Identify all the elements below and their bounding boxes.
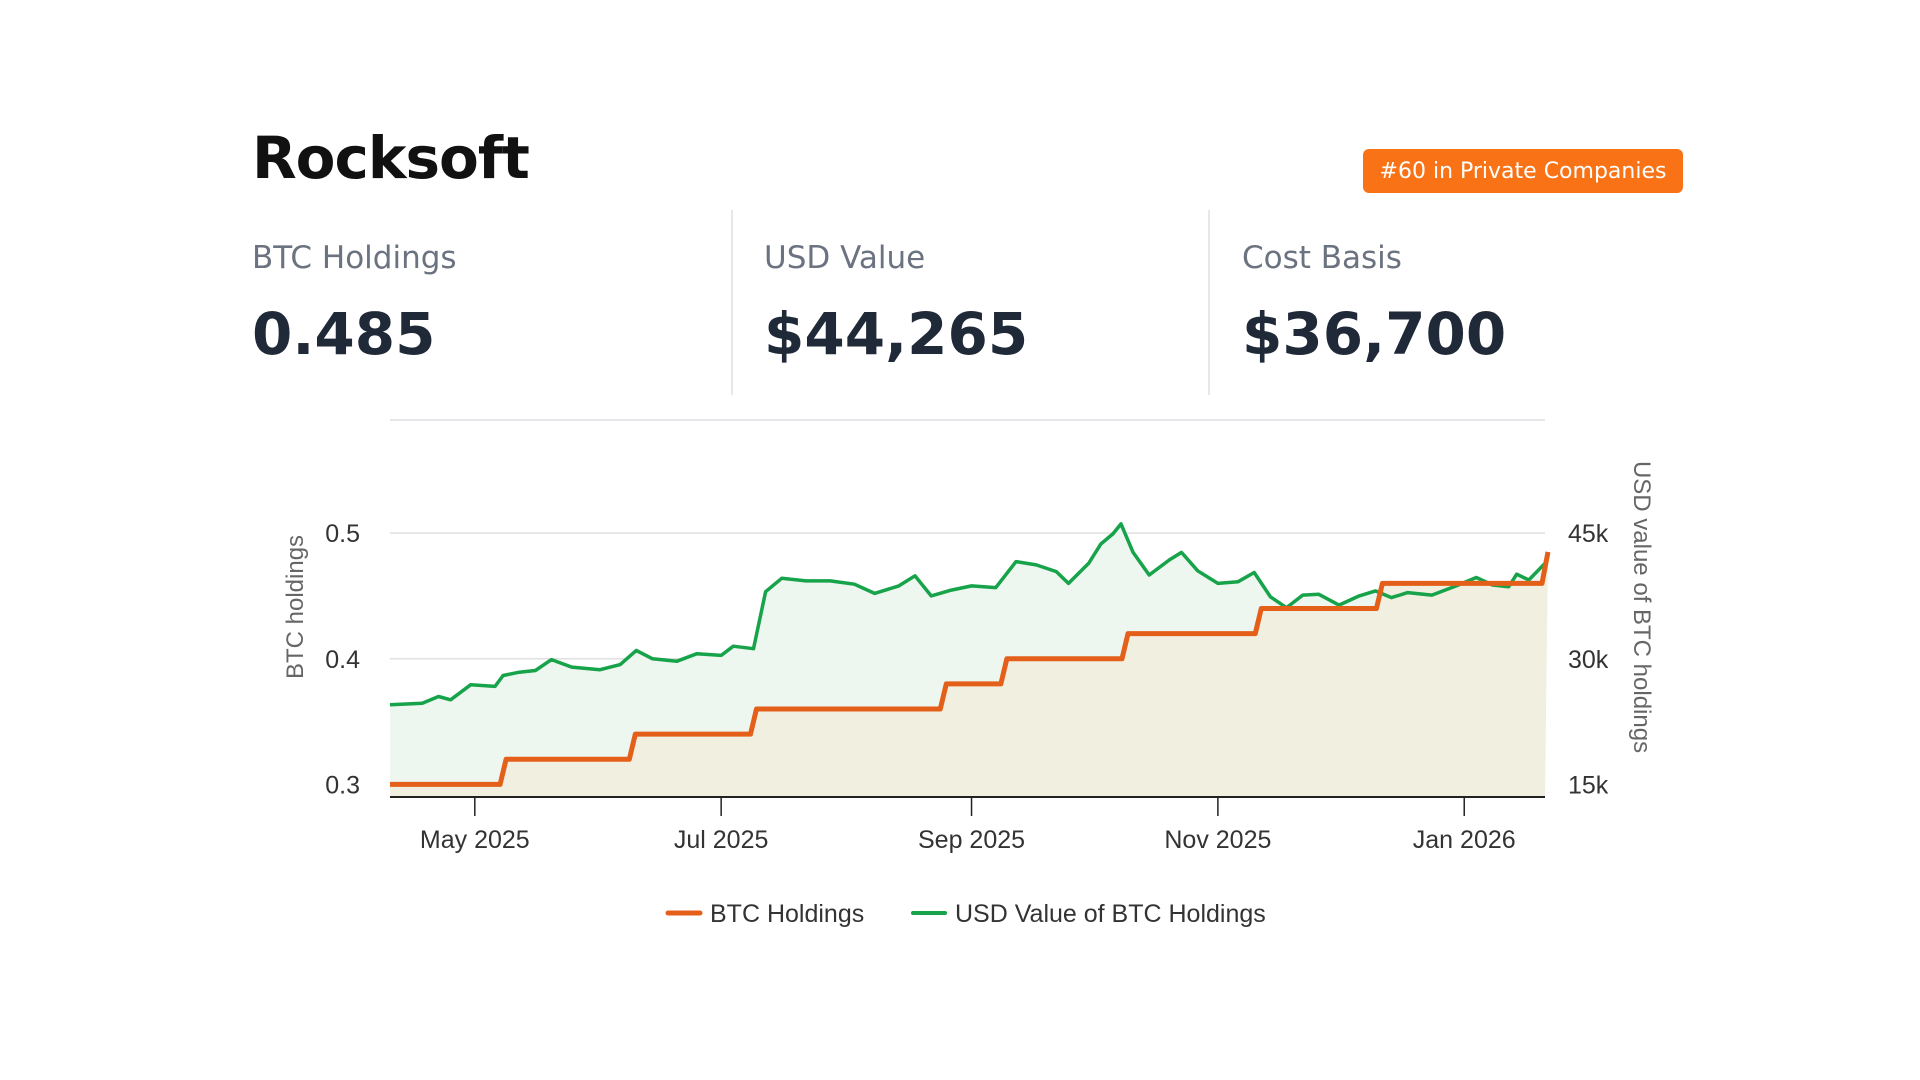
x-tick-label: Nov 2025 xyxy=(1164,826,1271,854)
x-tick-label: Sep 2025 xyxy=(918,826,1025,854)
y-axis-left-title: BTC holdings xyxy=(282,535,309,679)
y-right-tick-label: 15k xyxy=(1568,771,1609,799)
rank-badge[interactable]: #60 in Private Companies xyxy=(1363,149,1683,193)
stat-divider xyxy=(731,210,733,395)
y-left-tick-label: 0.3 xyxy=(325,771,360,799)
x-axis: May 2025 Jul 2025 Sep 2025 Nov 2025 Jan 2026 xyxy=(420,797,1516,854)
stat-label: BTC Holdings xyxy=(252,240,457,276)
y-left-tick-label: 0.5 xyxy=(325,520,360,548)
page-title: Rocksoft xyxy=(252,124,530,192)
x-tick-label: May 2025 xyxy=(420,826,530,854)
stat-value: 0.485 xyxy=(252,300,436,368)
y-axis-right: 15k 30k 45k xyxy=(1568,520,1609,799)
stat-value: $44,265 xyxy=(764,300,1029,368)
btc-holdings-line[interactable] xyxy=(390,551,1551,787)
legend-usd-label[interactable]: USD Value of BTC Holdings xyxy=(955,900,1266,928)
stat-label: Cost Basis xyxy=(1242,240,1402,276)
y-left-tick-label: 0.4 xyxy=(325,646,360,674)
chart-legend: BTC Holdings USD Value of BTC Holdings xyxy=(665,900,1266,928)
y-right-tick-label: 45k xyxy=(1568,520,1609,548)
stat-value: $36,700 xyxy=(1242,300,1507,368)
y-axis-right-title: USD value of BTC holdings xyxy=(1628,461,1655,753)
usd-value-line[interactable] xyxy=(389,522,1547,707)
y-right-tick-label: 30k xyxy=(1568,646,1609,674)
legend-btc-label[interactable]: BTC Holdings xyxy=(710,900,864,928)
x-tick-label: Jul 2025 xyxy=(674,826,769,854)
stat-divider xyxy=(1208,210,1210,395)
y-axis-left: 0.3 0.4 0.5 xyxy=(325,520,360,799)
stat-label: USD Value xyxy=(764,240,926,276)
x-tick-label: Jan 2026 xyxy=(1413,826,1516,854)
